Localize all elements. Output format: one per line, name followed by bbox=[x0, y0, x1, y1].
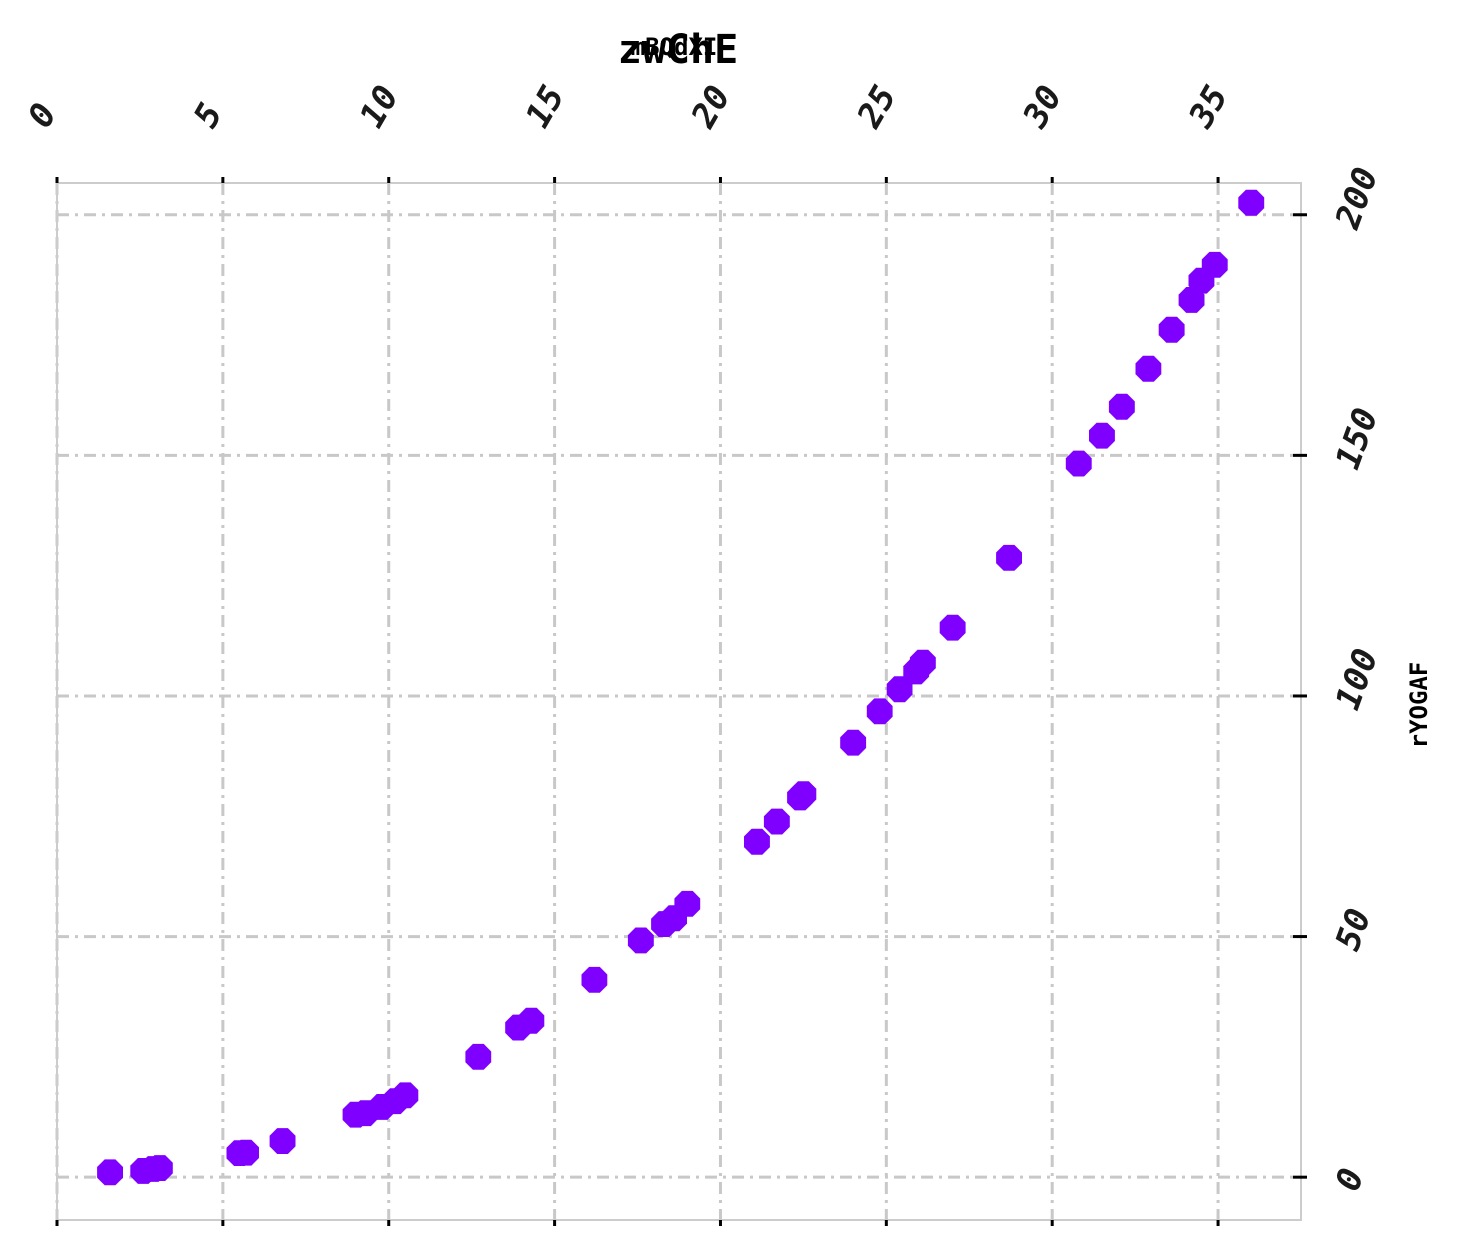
x-tick-label: 20 bbox=[683, 79, 739, 135]
data-point bbox=[465, 1043, 492, 1070]
data-point bbox=[886, 676, 913, 703]
y-axis-label: rYOGAF bbox=[1405, 662, 1433, 749]
data-point bbox=[627, 927, 654, 954]
axis-ticks: 0 5 10 15 20 25 30 35 0 50 100 150 200 bbox=[20, 79, 1386, 1226]
data-point bbox=[1238, 189, 1265, 216]
x-axis-label: mBQdXI bbox=[631, 33, 718, 61]
data-point bbox=[939, 614, 966, 641]
data-point bbox=[763, 808, 790, 835]
data-point bbox=[233, 1139, 259, 1166]
data-point bbox=[1065, 450, 1092, 477]
data-point bbox=[840, 729, 867, 756]
data-point bbox=[146, 1155, 173, 1181]
data-point bbox=[1201, 251, 1228, 278]
data-point bbox=[1135, 355, 1162, 382]
grid-lines bbox=[55, 183, 1301, 1220]
data-point bbox=[744, 828, 770, 855]
data-point bbox=[97, 1159, 123, 1186]
y-tick-label: 150 bbox=[1328, 403, 1387, 474]
data-point bbox=[1108, 393, 1135, 420]
x-tick-label: 35 bbox=[1181, 79, 1237, 135]
data-point bbox=[996, 544, 1022, 571]
y-tick-label: 100 bbox=[1328, 644, 1387, 715]
data-point bbox=[674, 890, 701, 917]
x-tick-label: 10 bbox=[352, 79, 407, 134]
chart-title: zwChE bbox=[618, 27, 738, 73]
x-tick-label: 25 bbox=[849, 79, 905, 135]
data-point bbox=[269, 1128, 296, 1154]
data-point bbox=[1089, 422, 1115, 449]
x-tick-label: 0 bbox=[20, 97, 65, 135]
plot-frame bbox=[56, 182, 1302, 1221]
x-tick-label: 30 bbox=[1015, 79, 1071, 135]
data-point bbox=[909, 649, 936, 676]
x-tick-label: 5 bbox=[186, 97, 231, 135]
data-point bbox=[518, 1007, 545, 1034]
data-point bbox=[581, 966, 608, 993]
y-tick-label: 50 bbox=[1328, 903, 1380, 955]
y-tick-label: 200 bbox=[1328, 162, 1387, 234]
data-point bbox=[790, 781, 817, 808]
data-point bbox=[866, 698, 893, 725]
data-points bbox=[97, 189, 1265, 1186]
data-point bbox=[1158, 316, 1185, 343]
y-tick-label: 0 bbox=[1328, 1163, 1373, 1196]
data-point bbox=[392, 1082, 419, 1109]
x-tick-label: 15 bbox=[518, 79, 573, 134]
